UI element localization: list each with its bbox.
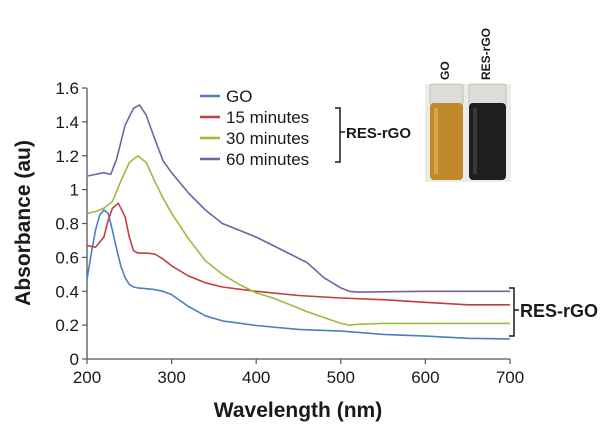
y-tick-label: 0.2 [55, 316, 79, 335]
series-line-60-minutes [86, 104, 510, 293]
legend-label: GO [226, 87, 252, 106]
y-tick-label: 0.8 [55, 215, 79, 234]
vial-label-go: GO [438, 61, 452, 80]
right-bracket [509, 287, 519, 337]
y-tick-label: 1 [70, 181, 79, 200]
right-bracket-label: RES-rGO [520, 301, 598, 321]
legend-bracket-label: RES-rGO [346, 125, 411, 142]
res-rgo-vial [469, 103, 506, 180]
y-tick-label: 1.2 [55, 147, 79, 166]
y-tick-label: 0 [70, 350, 79, 369]
x-tick-label: 600 [411, 368, 439, 387]
y-tick-label: 1.6 [55, 79, 79, 98]
legend-bracket [335, 107, 345, 163]
vial-label-res-rgo: RES-rGO [479, 28, 493, 80]
y-tick-label: 1.4 [55, 113, 79, 132]
y-tick-label: 0.4 [55, 282, 79, 301]
legend-label: 60 minutes [226, 150, 309, 169]
vial-photo: GO RES-rGO [425, 28, 511, 182]
x-tick-label: 700 [496, 368, 524, 387]
series-line-go [86, 209, 511, 340]
y-axis-title: Absorbance (au) [12, 140, 35, 306]
x-tick-label: 200 [73, 368, 101, 387]
legend-label: 15 minutes [226, 108, 309, 127]
go-vial [430, 103, 463, 180]
series-line-15-minutes [86, 202, 510, 306]
x-tick-label: 500 [327, 368, 355, 387]
series-line-30-minutes [86, 155, 510, 326]
legend-label: 30 minutes [226, 129, 309, 148]
y-tick-label: 0.6 [55, 248, 79, 267]
x-tick-label: 300 [157, 368, 185, 387]
x-tick-label: 400 [242, 368, 270, 387]
legend: GO 15 minutes 30 minutes 60 minutes [200, 87, 309, 169]
x-axis-title: Wavelength (nm) [214, 399, 382, 422]
